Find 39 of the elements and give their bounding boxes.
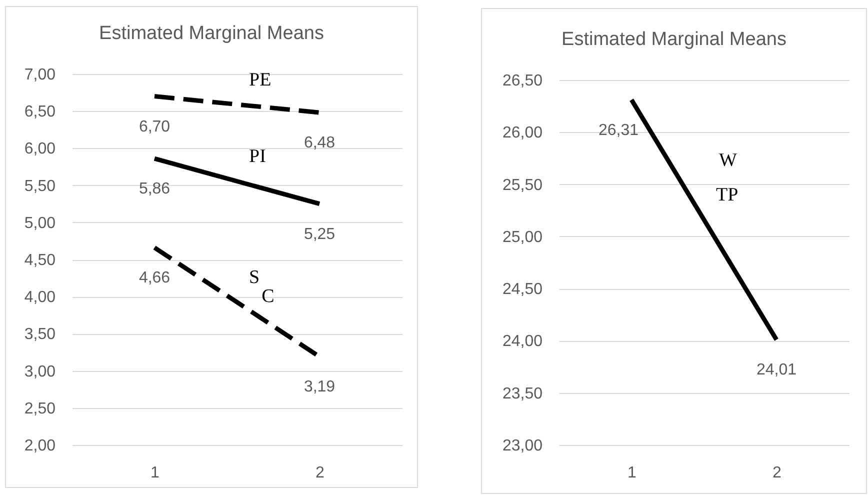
y-tick-label: 3,50 [24,326,56,344]
data-label: 5,86 [138,180,170,198]
y-tick-label: 4,00 [24,289,56,306]
x-tick-label: 1 [150,464,160,482]
data-label: 6,70 [138,118,170,136]
y-tick-label: 25,50 [502,176,543,194]
y-tick-label: 24,50 [502,281,543,298]
annotation: W [719,150,738,171]
y-tick-label: 2,50 [24,400,56,418]
y-tick-label: 26,50 [502,72,543,90]
x-tick-label: 1 [628,464,637,482]
y-tick-label: 6,00 [24,140,56,158]
data-label: 26,31 [598,122,639,139]
series-label: PI [249,146,266,168]
chart-title: Estimated Marginal Means [99,23,324,44]
y-tick-label: 6,50 [24,104,56,121]
y-tick-label: 26,00 [502,124,543,142]
chart-title: Estimated Marginal Means [562,29,786,50]
data-label: 4,66 [138,270,170,287]
x-tick-label: 2 [316,464,325,482]
y-tick-label: 23,50 [502,385,543,402]
x-tick-label: 2 [772,464,782,482]
annotation: C [262,286,274,307]
series-label: PE [249,69,272,90]
y-tick-label: 25,00 [502,228,543,246]
data-label: 5,25 [304,226,336,243]
data-label: 3,19 [304,378,336,396]
y-tick-label: 7,00 [24,66,56,84]
y-tick-label: 3,00 [24,363,56,380]
data-label: 24,01 [756,362,797,379]
y-tick-label: 4,50 [24,252,56,269]
y-tick-label: 2,00 [24,438,56,454]
y-tick-label: 24,00 [502,333,543,350]
y-tick-label: 5,50 [24,178,56,195]
series-label: TP [716,184,738,206]
y-tick-label: 23,00 [502,438,543,454]
data-label: 6,48 [304,134,336,152]
y-tick-label: 5,00 [24,214,56,232]
series-label: S [249,267,260,288]
